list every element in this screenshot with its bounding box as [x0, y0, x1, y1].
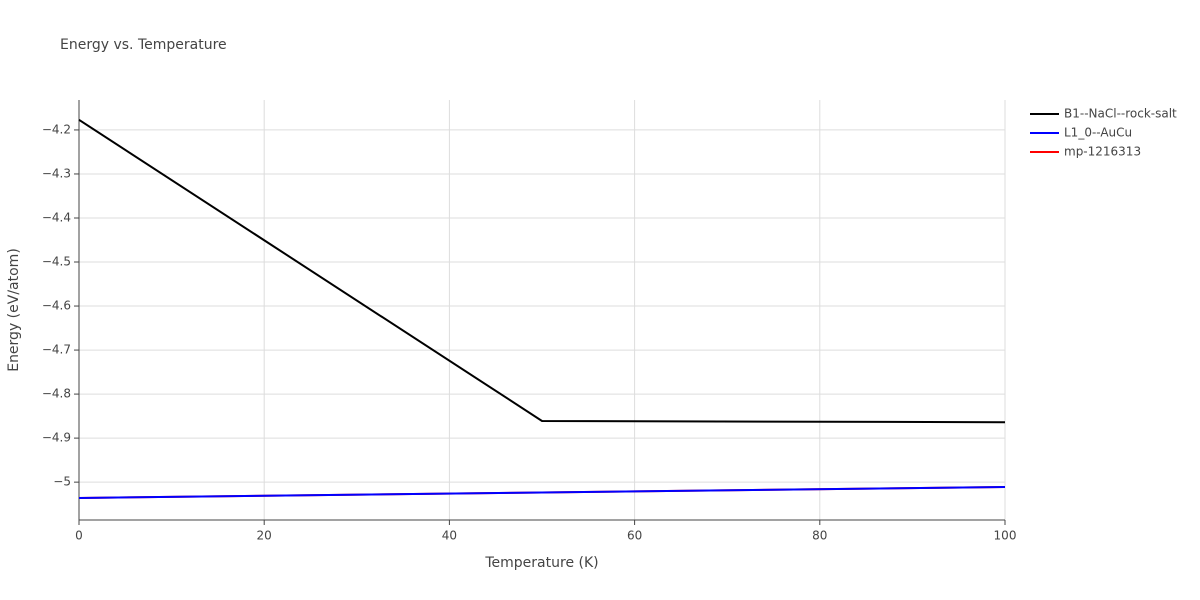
x-axis-label: Temperature (K) — [484, 555, 598, 571]
y-tick-label: −4.5 — [42, 255, 71, 269]
y-tick-label: −5 — [53, 475, 71, 489]
legend-label: B1--NaCl--rock-salt — [1064, 107, 1177, 121]
x-tick-label: 60 — [627, 529, 642, 543]
x-tick-label: 100 — [994, 529, 1017, 543]
series-line — [78, 485, 1006, 499]
legend-label: mp-1216313 — [1064, 145, 1141, 159]
y-tick-label: −4.7 — [42, 343, 71, 357]
y-tick-label: −4.2 — [42, 122, 71, 136]
y-tick-label: −4.4 — [42, 210, 71, 224]
x-tick-label: 40 — [442, 529, 457, 543]
series-line — [78, 118, 1006, 424]
y-tick-label: −4.8 — [42, 387, 71, 401]
y-axis-label: Energy (eV/atom) — [6, 248, 22, 372]
x-tick-label: 20 — [257, 529, 272, 543]
y-tick-label: −4.6 — [42, 299, 71, 313]
legend-label: L1_0--AuCu — [1064, 126, 1132, 140]
x-tick-label: 80 — [812, 529, 827, 543]
y-tick-label: −4.9 — [42, 431, 71, 445]
chart-title: Energy vs. Temperature — [60, 37, 227, 53]
y-tick-label: −4.3 — [42, 166, 71, 180]
x-tick-label: 0 — [75, 529, 83, 543]
